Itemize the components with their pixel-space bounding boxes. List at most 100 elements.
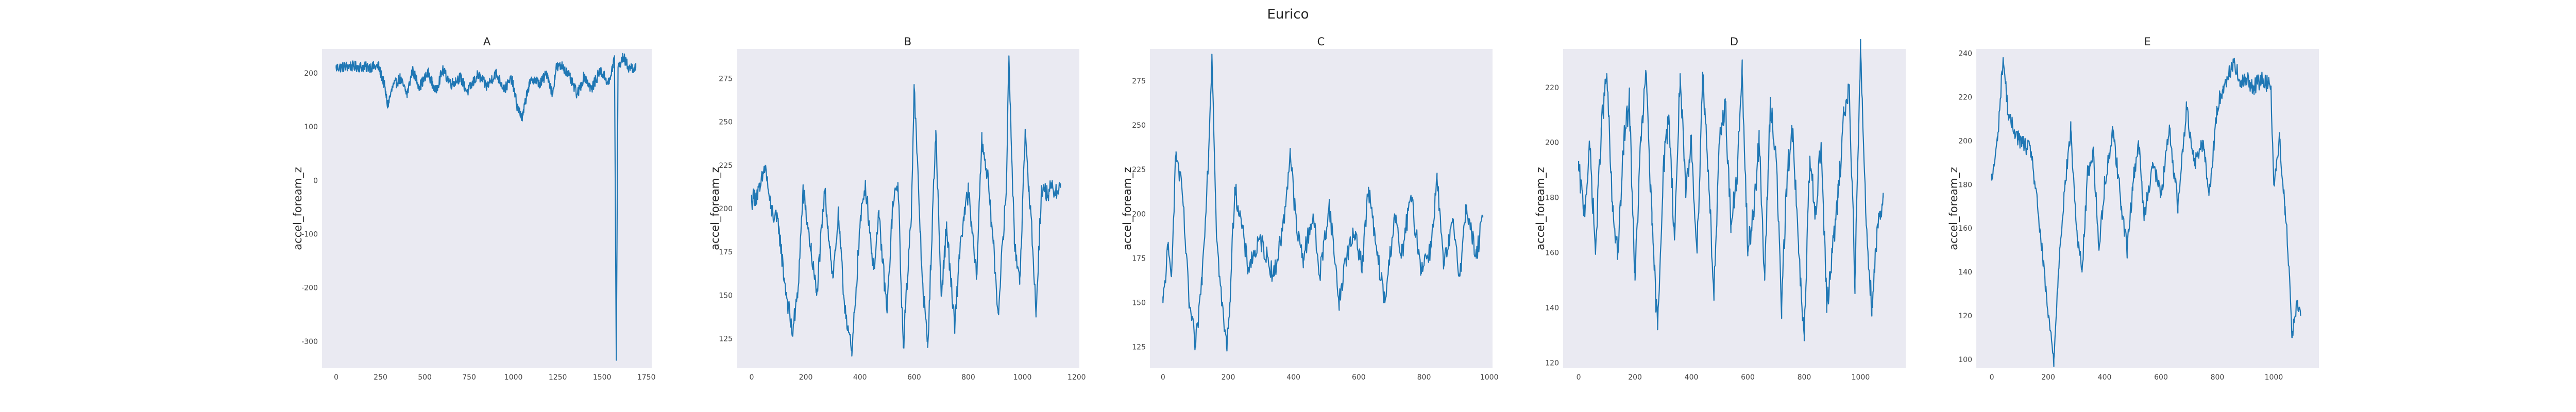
y-tick-label: 180	[1958, 181, 1972, 189]
x-tick-label: 400	[1286, 373, 1300, 382]
x-tick-label: 800	[961, 373, 975, 382]
y-tick-label: 220	[1958, 93, 1972, 101]
series-line-a	[335, 53, 637, 361]
y-axis-label-e: accel_foream_z	[1947, 167, 1960, 250]
y-tick-label: 0	[313, 177, 318, 185]
y-tick-label: 200	[1545, 139, 1559, 147]
y-axis-label-c: accel_foream_z	[1121, 167, 1134, 250]
y-tick-label: 180	[1545, 194, 1559, 202]
y-tick-label: 140	[1958, 268, 1972, 277]
panel-title-e: E	[2144, 36, 2150, 48]
x-tick-label: 1750	[637, 373, 656, 382]
y-tick-label: 150	[1132, 299, 1146, 307]
x-tick-label: 1000	[1013, 373, 1032, 382]
y-ticks-b: 275 250 225 200 175 150 125	[719, 75, 733, 343]
x-tick-label: 0	[749, 373, 754, 382]
y-tick-label: 240	[1958, 49, 1972, 58]
series-line-d	[1578, 39, 1884, 341]
x-ticks-e: 0 200 400 600 800 1000	[1990, 373, 2283, 382]
x-tick-label: 1000	[504, 373, 523, 382]
y-tick-label: 175	[1132, 254, 1146, 263]
y-tick-label: 150	[719, 291, 733, 300]
x-tick-label: 1000	[1852, 373, 1870, 382]
y-tick-label: 220	[1545, 84, 1559, 92]
x-tick-label: 0	[334, 373, 338, 382]
x-ticks-d: 0 200 400 600 800 1000	[1577, 373, 1870, 382]
x-ticks-b: 0 200 400 600 800 1000 1200	[749, 373, 1086, 382]
panel-title-a: A	[483, 36, 491, 48]
x-tick-label: 400	[1685, 373, 1699, 382]
y-tick-label: 120	[1545, 359, 1559, 367]
x-tick-label: 600	[907, 373, 921, 382]
y-ticks-d: 220 200 180 160 140 120	[1545, 84, 1559, 367]
x-tick-label: 1500	[593, 373, 612, 382]
y-tick-label: 250	[1132, 122, 1146, 130]
x-tick-label: 200	[2041, 373, 2055, 382]
x-tick-label: 750	[462, 373, 476, 382]
y-tick-label: 250	[719, 118, 733, 127]
x-tick-label: 800	[1798, 373, 1811, 382]
y-tick-label: 100	[1958, 356, 1972, 364]
x-tick-label: 400	[853, 373, 867, 382]
y-tick-label: -100	[301, 230, 318, 238]
y-tick-label: 200	[1958, 137, 1972, 145]
x-tick-label: 600	[1741, 373, 1755, 382]
series-line-b	[751, 55, 1061, 357]
x-tick-label: 800	[1417, 373, 1431, 382]
series-line-e	[1991, 57, 2301, 367]
y-ticks-e: 240 220 200 180 160 140 120 100	[1958, 49, 1972, 364]
x-ticks-a: 0 250 500 750 1000 1250 1500 1750	[334, 373, 655, 382]
y-tick-label: 125	[719, 335, 733, 344]
y-tick-label: 160	[1545, 249, 1559, 258]
y-tick-label: 225	[1132, 166, 1146, 174]
panel-b: B accel_foream_z 0 200 400 600 800 1000 1200 2…	[709, 36, 1086, 382]
y-tick-label: 125	[1132, 344, 1146, 352]
panel-title-b: B	[904, 36, 911, 48]
series-line-c	[1162, 54, 1484, 352]
x-tick-label: 800	[2211, 373, 2225, 382]
x-tick-label: 0	[1577, 373, 1581, 382]
y-tick-label: -300	[301, 338, 318, 346]
x-tick-label: 400	[2098, 373, 2112, 382]
x-ticks-c: 0 200 400 600 800 1000	[1161, 373, 1499, 382]
x-tick-label: 1000	[2265, 373, 2283, 382]
y-tick-label: 275	[1132, 77, 1146, 85]
plot-area-d	[1563, 49, 1906, 368]
x-tick-label: 0	[1161, 373, 1165, 382]
plot-area-c	[1150, 49, 1493, 368]
x-tick-label: 200	[799, 373, 813, 382]
x-tick-label: 600	[2154, 373, 2168, 382]
x-tick-label: 500	[418, 373, 432, 382]
y-axis-label-b: accel_foream_z	[709, 167, 722, 250]
x-tick-label: 200	[1222, 373, 1235, 382]
panel-d: D accel_foream_z 0 200 400 600 800 1000 220 20…	[1534, 36, 1906, 382]
panel-title-c: C	[1317, 36, 1325, 48]
x-tick-label: 600	[1352, 373, 1366, 382]
y-tick-label: 120	[1958, 312, 1972, 320]
y-tick-label: 200	[1132, 210, 1146, 218]
plot-area-a	[322, 49, 652, 368]
y-axis-label-d: accel_foream_z	[1534, 167, 1547, 250]
x-tick-label: 0	[1990, 373, 1994, 382]
y-ticks-a: 200 100 0 -100 -200 -300	[301, 70, 318, 346]
y-tick-label: 200	[304, 70, 318, 78]
x-tick-label: 250	[374, 373, 387, 382]
y-tick-label: 175	[719, 248, 733, 256]
x-tick-label: 1250	[549, 373, 567, 382]
y-axis-label-a: accel_foream_z	[292, 167, 304, 250]
x-tick-label: 1200	[1067, 373, 1086, 382]
panel-e: E accel_foream_z 0 200 400 600 800 1000 240 22…	[1947, 36, 2319, 382]
plot-area-e	[1976, 49, 2319, 368]
y-tick-label: 160	[1958, 225, 1972, 233]
plot-area-b	[737, 49, 1079, 368]
y-ticks-c: 275 250 225 200 175 150 125	[1132, 77, 1146, 352]
y-tick-label: 275	[719, 75, 733, 83]
panel-title-d: D	[1730, 36, 1738, 48]
y-tick-label: 200	[719, 205, 733, 213]
y-tick-label: -200	[301, 284, 318, 293]
y-tick-label: 225	[719, 162, 733, 170]
x-tick-label: 1000	[1480, 373, 1499, 382]
x-tick-label: 200	[1628, 373, 1642, 382]
y-tick-label: 100	[304, 123, 318, 131]
